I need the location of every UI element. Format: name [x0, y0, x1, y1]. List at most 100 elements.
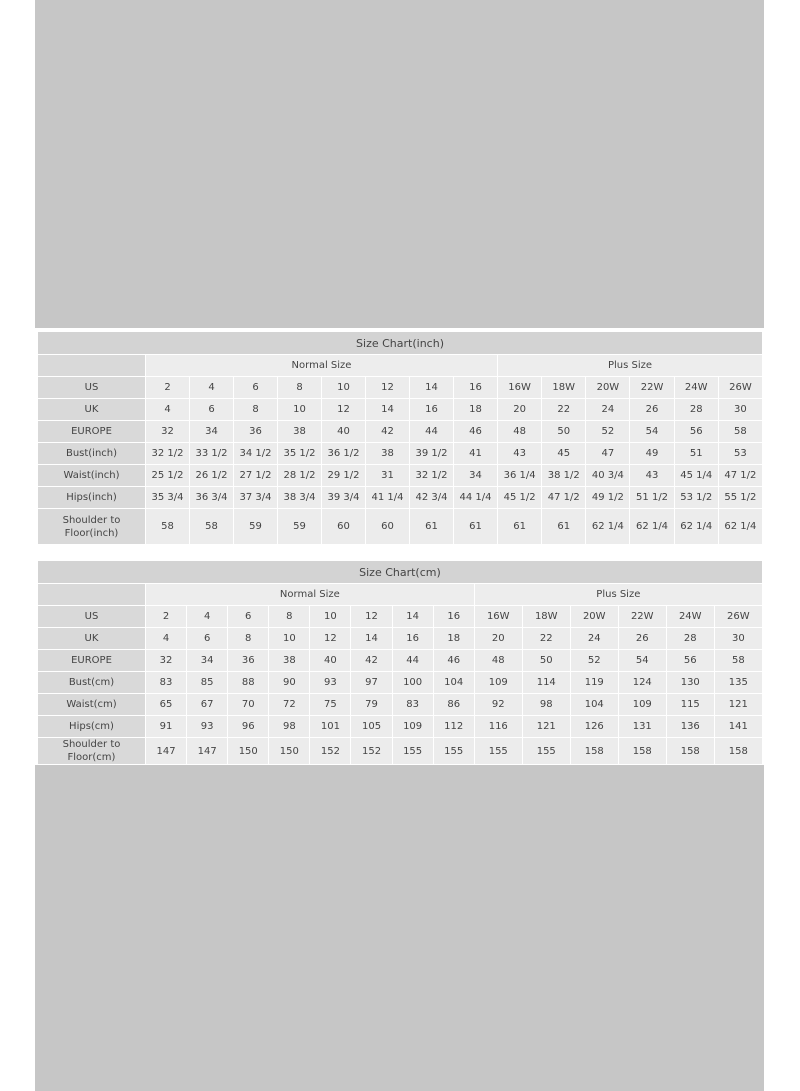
size-cell: 10: [321, 376, 366, 399]
size-cell: 6: [189, 398, 234, 421]
size-cell: 51: [673, 442, 719, 465]
size-cell: 26W: [713, 605, 763, 628]
size-cell: 28: [673, 398, 719, 421]
size-cell: 14: [409, 376, 454, 399]
size-cell: 38: [277, 420, 322, 443]
size-cell: 16: [391, 627, 434, 650]
table-row: Waist(inch) 25 1/2 26 1/2 27 1/2 28 1/2 29 1/…: [37, 464, 764, 487]
size-cell: 2: [144, 605, 188, 628]
size-cell: 58: [717, 420, 764, 443]
size-cell: 6: [186, 627, 229, 650]
size-cell: 46: [453, 420, 498, 443]
size-cell: 26W: [717, 376, 764, 399]
size-cell: 98: [521, 693, 571, 716]
size-cell: 56: [665, 649, 715, 672]
size-cell: 48: [473, 649, 523, 672]
size-cell: 150: [268, 737, 311, 765]
size-chart-cm-table: Size Chart(cm) Normal Size Plus Size US 2 4 6 8…: [37, 560, 763, 765]
size-cell: 54: [629, 420, 675, 443]
size-cell: 136: [665, 715, 715, 738]
group-header: Normal Size: [145, 583, 475, 606]
size-cell: 97: [350, 671, 393, 694]
size-cell: 83: [391, 693, 434, 716]
size-cell: 14: [365, 398, 410, 421]
size-cell: 24: [585, 398, 631, 421]
size-cell: 101: [309, 715, 352, 738]
size-cell: 10: [309, 605, 352, 628]
size-cell: 18W: [541, 376, 587, 399]
size-cell: 22W: [617, 605, 667, 628]
size-cell: 119: [569, 671, 619, 694]
table-row: Shoulder to Floor(inch) 58 58 59 59 60 60 61 61 6…: [37, 508, 764, 545]
size-cell: 152: [309, 737, 352, 765]
size-cell: 20: [496, 398, 543, 421]
size-cell: 141: [713, 715, 763, 738]
size-cell: 59: [277, 508, 322, 545]
size-cell: 158: [665, 737, 715, 765]
size-cell: 38: [268, 649, 311, 672]
size-cell: 67: [186, 693, 229, 716]
table-row: US 2 4 6 8 10 12 14 16 16W 18W 20W 22W 24W 26W: [37, 376, 764, 399]
table-row: UK 4 6 8 10 12 14 16 18 20 22 24 26 28 30: [37, 398, 764, 421]
size-cell: 47 1/2: [717, 464, 764, 487]
size-cell: 121: [713, 693, 763, 716]
size-cell: 50: [541, 420, 587, 443]
size-cell: 54: [617, 649, 667, 672]
size-cell: 22: [521, 627, 571, 650]
size-cell: 48: [496, 420, 543, 443]
row-label: Hips(cm): [37, 715, 146, 738]
size-cell: 8: [277, 376, 322, 399]
size-cell: 34: [453, 464, 498, 487]
size-cell: 38 3/4: [277, 486, 322, 509]
size-cell: 45 1/4: [673, 464, 719, 487]
size-cell: 155: [391, 737, 434, 765]
size-cell: 24: [569, 627, 619, 650]
size-cell: 152: [350, 737, 393, 765]
size-cell: 93: [186, 715, 229, 738]
size-cell: 28 1/2: [277, 464, 322, 487]
size-cell: 34: [186, 649, 229, 672]
size-cell: 88: [227, 671, 270, 694]
size-cell: 158: [569, 737, 619, 765]
row-label: US: [37, 605, 146, 628]
table-row: Waist(cm) 65 67 70 72 75 79 83 86 92 98 104 109 115 12…: [37, 693, 763, 716]
size-cell: 61: [541, 508, 587, 545]
size-cell: 16W: [496, 376, 543, 399]
size-cell: 6: [233, 376, 278, 399]
size-cell: 36: [233, 420, 278, 443]
size-cell: 50: [521, 649, 571, 672]
size-cell: 53 1/2: [673, 486, 719, 509]
size-cell: 14: [391, 605, 434, 628]
size-cell: 32: [144, 649, 188, 672]
size-cell: 158: [617, 737, 667, 765]
size-cell: 47 1/2: [541, 486, 587, 509]
row-label: Waist(cm): [37, 693, 146, 716]
size-cell: 32 1/2: [145, 442, 190, 465]
size-cell: 39 1/2: [409, 442, 454, 465]
size-cell: 10: [268, 627, 311, 650]
size-cell: 58: [189, 508, 234, 545]
size-cell: 115: [665, 693, 715, 716]
table-row: EUROPE 32 34 36 38 40 42 44 46 48 50 52 54 56 58: [37, 420, 764, 443]
size-cell: 104: [569, 693, 619, 716]
size-cell: 85: [186, 671, 229, 694]
size-cell: 38 1/2: [541, 464, 587, 487]
chart-title: Size Chart(cm): [37, 560, 763, 584]
size-cell: 2: [145, 376, 190, 399]
size-cell: 20: [473, 627, 523, 650]
size-cell: 62 1/4: [629, 508, 675, 545]
size-cell: 109: [617, 693, 667, 716]
size-cell: 36 1/4: [496, 464, 543, 487]
size-cell: 30: [717, 398, 764, 421]
size-cell: 56: [673, 420, 719, 443]
size-cell: 72: [268, 693, 311, 716]
size-cell: 112: [432, 715, 475, 738]
size-cell: 52: [585, 420, 631, 443]
size-cell: 4: [186, 605, 229, 628]
table-row: Shoulder to Floor(cm) 147 147 150 150 152 152 1…: [37, 737, 763, 765]
size-cell: 22: [541, 398, 587, 421]
size-cell: 32: [145, 420, 190, 443]
row-label: EUROPE: [37, 420, 146, 443]
size-cell: 42: [365, 420, 410, 443]
row-label: US: [37, 376, 146, 399]
